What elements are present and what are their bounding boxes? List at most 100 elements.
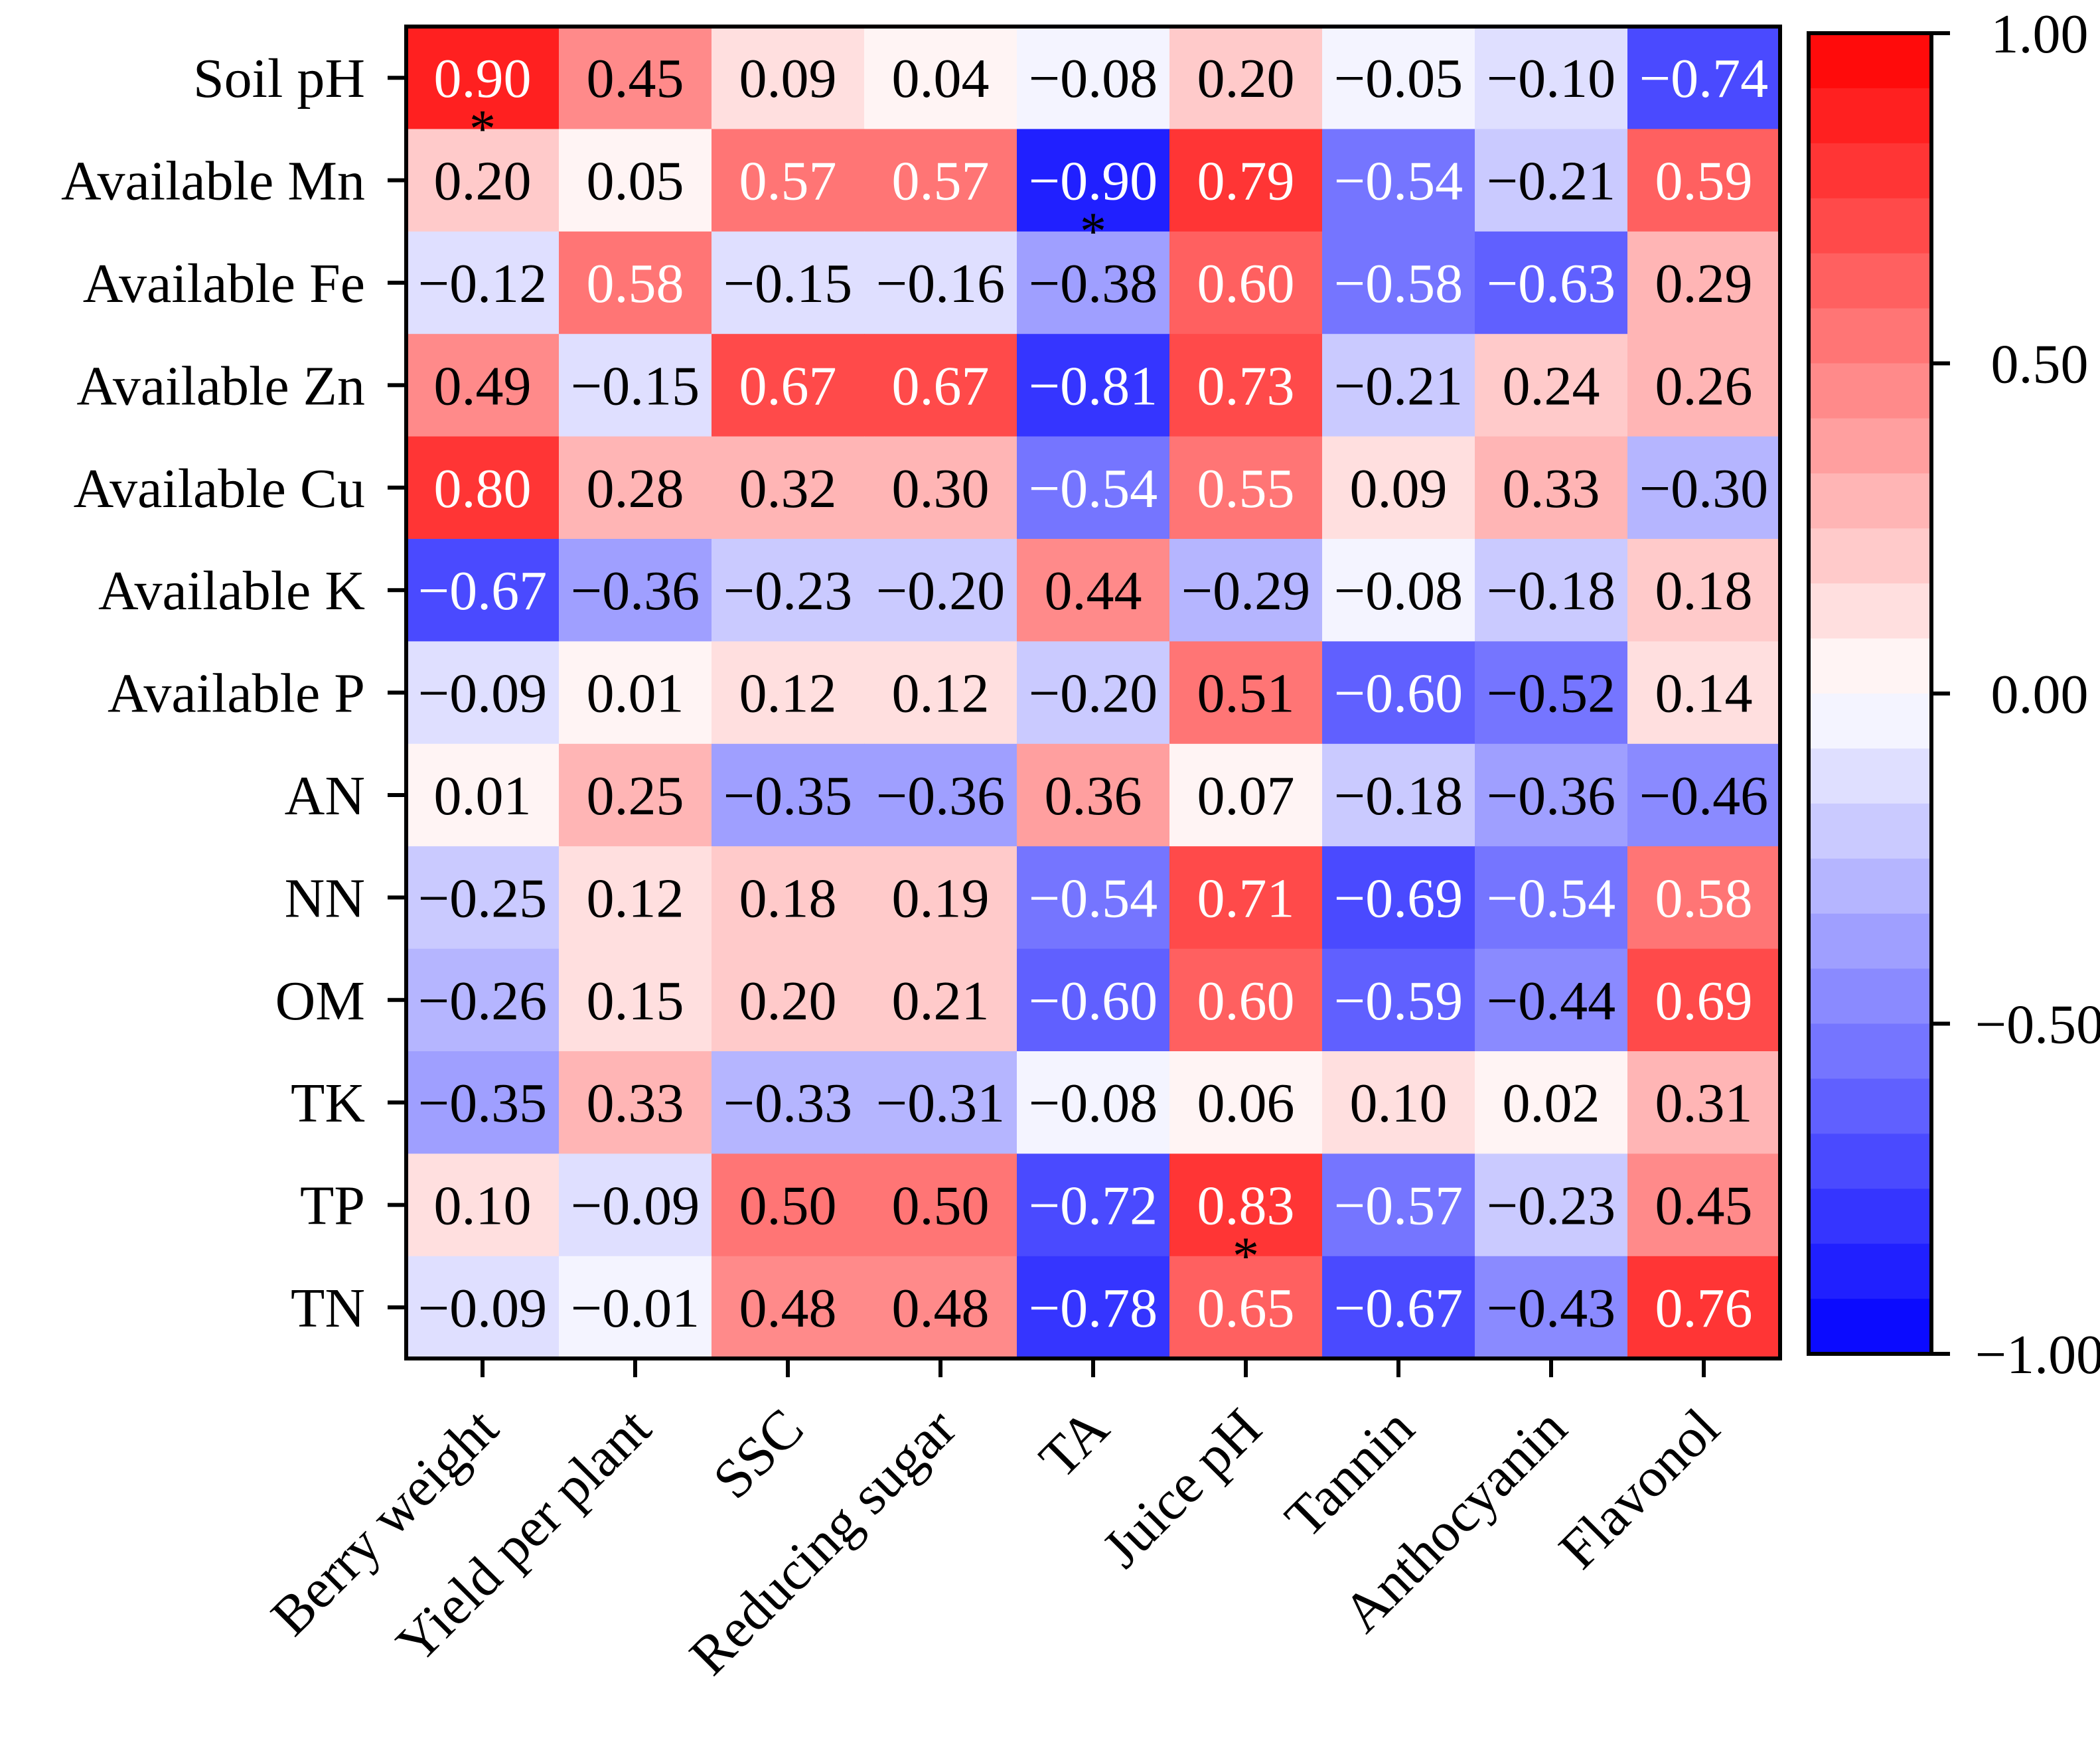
cell-value-label: −0.26 [418, 970, 547, 1032]
heatmap-cell-labels: 0.90 0.45 0.09 0.04 −0.08 0.20 −0.05 −0.10 −0.74… [418, 48, 1768, 1339]
cell-value-label: −0.52 [1487, 663, 1615, 725]
cell-value-label: 0.05 [587, 151, 684, 212]
heatmap-cell [1627, 948, 1781, 1052]
heatmap-cell [1169, 1153, 1323, 1257]
y-tick-label: Available Zn [76, 355, 365, 417]
heatmap-cell [864, 846, 1017, 950]
cell-value-label: 0.48 [739, 1278, 837, 1339]
heatmap-cell [1017, 1153, 1170, 1257]
cell-value-label: −0.54 [1334, 151, 1463, 212]
cell-value-label: 0.19 [892, 867, 990, 929]
heatmap-cell [406, 1051, 560, 1154]
cell-value-label: −0.08 [1029, 48, 1158, 110]
heatmap-cell [1169, 641, 1323, 745]
cell-value-label: −0.20 [876, 560, 1005, 622]
heatmap-cell [559, 948, 712, 1052]
heatmap-cell [1475, 948, 1628, 1052]
heatmap-cell [1169, 27, 1323, 129]
cell-value-label: 0.67 [892, 355, 990, 417]
cell-value-label: −0.21 [1487, 151, 1615, 212]
heatmap-cell [1627, 129, 1781, 232]
heatmap-cell [1322, 27, 1475, 129]
heatmap-cell [559, 334, 712, 437]
significance-star: * [469, 100, 496, 158]
cell-value-label: 0.28 [587, 458, 684, 520]
colorbar-segment [1809, 1299, 1931, 1355]
cell-value-label: 0.60 [1197, 970, 1295, 1032]
cell-value-label: 0.51 [1197, 663, 1295, 725]
cell-value-label: 0.29 [1655, 253, 1753, 315]
cell-value-label: −0.12 [418, 253, 547, 315]
heatmap-cell [1322, 539, 1475, 642]
cell-value-label: 0.50 [892, 1175, 990, 1237]
y-tick-label: OM [275, 970, 365, 1032]
cell-value-label: 0.80 [434, 458, 532, 520]
heatmap-cell [864, 1153, 1017, 1257]
heatmap-cell [1322, 231, 1475, 334]
heatmap-cell [1017, 846, 1170, 950]
x-tick-label: Juice pH [1090, 1397, 1273, 1579]
cell-value-label: −0.18 [1334, 765, 1463, 827]
cell-value-label: 0.69 [1655, 970, 1753, 1032]
heatmap-cell [1475, 1153, 1628, 1257]
heatmap-cell [559, 743, 712, 847]
heatmap-cell [559, 846, 712, 950]
cell-value-label: −0.09 [418, 1278, 547, 1339]
heatmap-cell [1017, 334, 1170, 437]
heatmap-cell [559, 641, 712, 745]
y-tick-label: TN [291, 1278, 365, 1339]
cell-value-label: 0.58 [1655, 867, 1753, 929]
colorbar-segment [1809, 33, 1931, 89]
colorbar-segment [1809, 638, 1931, 694]
cell-value-label: 0.45 [1655, 1175, 1753, 1237]
cell-value-label: −0.67 [418, 560, 547, 622]
cell-value-label: 0.83 [1197, 1175, 1295, 1237]
heatmap-cell [1169, 231, 1323, 334]
colorbar-segment [1809, 1134, 1931, 1189]
heatmap-cell [1169, 129, 1323, 232]
cell-value-label: −0.09 [571, 1175, 700, 1237]
heatmap-cell [712, 436, 865, 540]
cell-value-label: −0.60 [1334, 663, 1463, 725]
cell-value-label: −0.59 [1334, 970, 1463, 1032]
cell-value-label: 0.20 [739, 970, 837, 1032]
cell-value-label: 0.49 [434, 355, 532, 417]
colorbar-segment [1809, 1023, 1931, 1080]
heatmap-cell [1017, 1051, 1170, 1154]
cell-value-label: −0.54 [1029, 458, 1158, 520]
colorbar-tick-label: −1.00 [1975, 1324, 2100, 1386]
cell-value-label: 0.30 [892, 458, 990, 520]
cell-value-label: −0.09 [418, 663, 547, 725]
y-tick-label: Available Cu [74, 458, 365, 520]
cell-value-label: 0.65 [1197, 1278, 1295, 1339]
cell-value-label: 0.12 [587, 867, 684, 929]
x-tick-label: Reducing sugar [678, 1397, 968, 1687]
colorbar: 1.00 0.50 0.00 −0.50 −1.00 [1807, 3, 2100, 1386]
heatmap-cell [1017, 1256, 1170, 1359]
heatmap-cell [1475, 743, 1628, 847]
cell-value-label: −0.54 [1487, 867, 1615, 929]
colorbar-segment [1809, 363, 1931, 419]
colorbar-segment [1809, 528, 1931, 584]
cell-value-label: 0.10 [434, 1175, 532, 1237]
heatmap-cell [559, 1153, 712, 1257]
cell-value-label: 0.76 [1655, 1278, 1753, 1339]
y-tick-label: TP [300, 1175, 365, 1237]
y-tick-label: TK [291, 1072, 365, 1134]
heatmap-cell [1169, 436, 1323, 540]
x-tick-label: SSC [702, 1397, 815, 1510]
colorbar-tick-label: 1.00 [1991, 3, 2089, 65]
colorbar-segment [1809, 418, 1931, 474]
heatmap-cell [1322, 948, 1475, 1052]
cell-value-label: 0.14 [1655, 663, 1753, 725]
heatmap-cell [712, 129, 865, 232]
cell-value-label: −0.30 [1639, 458, 1768, 520]
heatmap-cell [559, 231, 712, 334]
cell-value-label: −0.69 [1334, 867, 1463, 929]
cell-value-label: 0.02 [1503, 1072, 1600, 1134]
heatmap-cell [712, 846, 865, 950]
heatmap-cell [712, 231, 865, 334]
y-tick-label: Available K [98, 560, 365, 622]
heatmap-cell [559, 539, 712, 642]
